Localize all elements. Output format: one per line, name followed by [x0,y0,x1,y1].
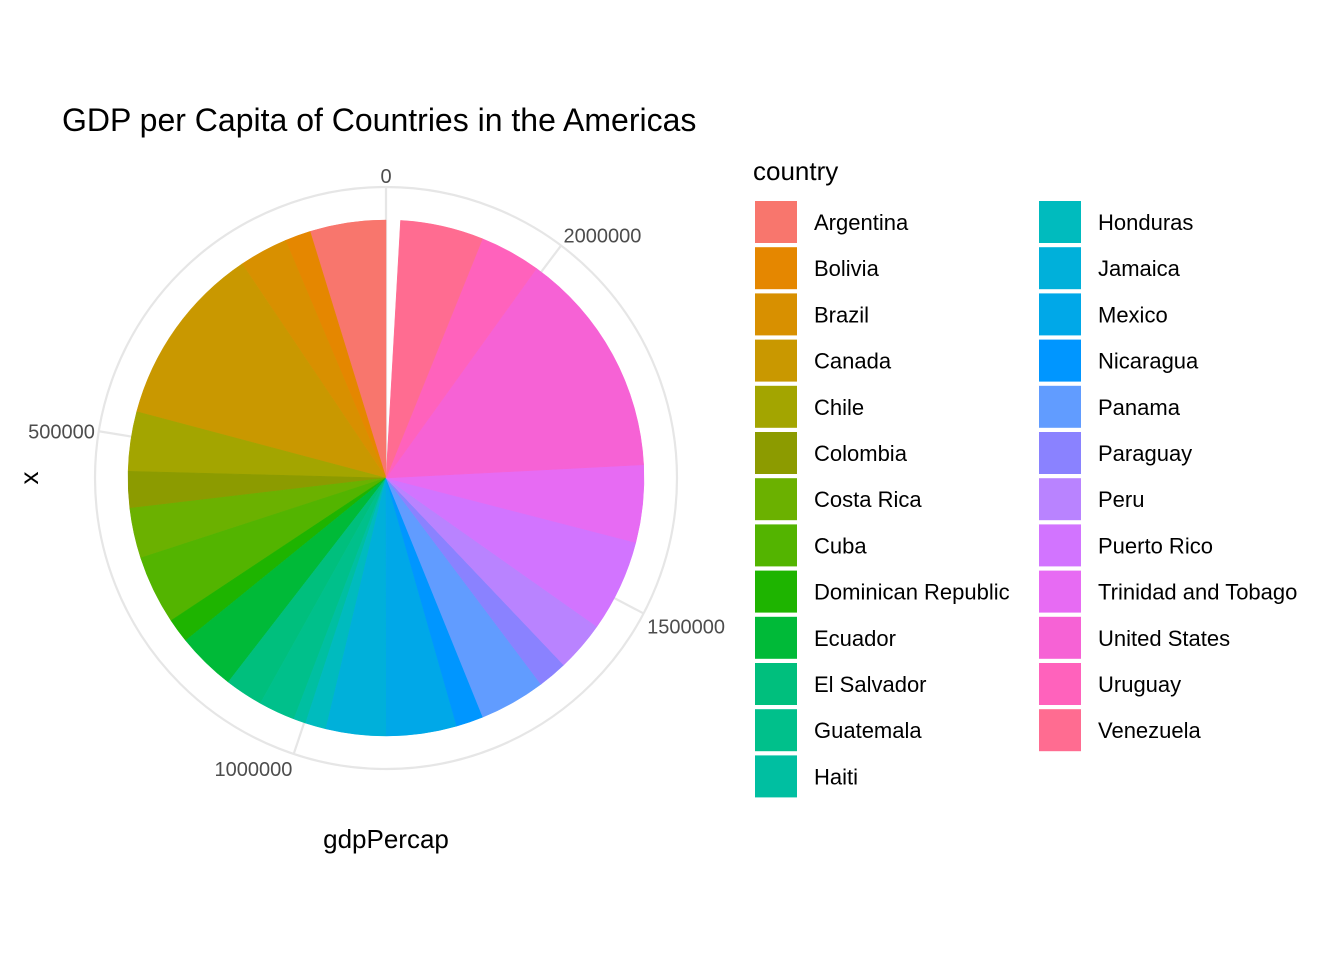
legend-label: Chile [814,395,864,420]
legend-swatch [755,247,797,290]
legend-label: Argentina [814,210,909,235]
legend-label: Puerto Rico [1098,533,1213,558]
legend-item: Peru [1039,478,1144,521]
legend-label: Nicaragua [1098,349,1199,374]
y-axis-title: gdpPercap [323,824,449,854]
pie-slice-canada [136,263,387,479]
legend-label: Panama [1098,395,1181,420]
legend-swatch [755,478,797,521]
legend-item: Costa Rica [755,478,922,521]
legend-swatch [1039,616,1081,659]
legend-swatch [755,293,797,336]
legend-item: Bolivia [755,247,880,290]
legend-label: Haiti [814,764,858,789]
legend-swatch [1039,709,1081,752]
legend-label: Venezuela [1098,718,1202,743]
legend-item: Mexico [1039,293,1168,336]
legend-swatch [755,524,797,567]
legend-swatch [755,432,797,474]
legend-swatch [755,201,797,243]
legend-swatch [755,385,797,428]
legend-label: Uruguay [1098,672,1181,697]
legend-item: United States [1039,616,1230,659]
theta-tick-labels: 0 500000 1000000 1500000 2000000 [28,166,725,781]
legend-item: Cuba [755,524,867,567]
legend-swatch [1039,247,1081,290]
legend-label: Costa Rica [814,487,922,512]
legend-label: Honduras [1098,210,1193,235]
legend-item: Paraguay [1039,432,1192,474]
legend-label: Bolivia [814,256,880,281]
legend-swatch [1039,524,1081,567]
legend-label: El Salvador [814,672,927,697]
theta-tick-label: 0 [380,166,391,188]
legend-item: Puerto Rico [1039,524,1213,567]
legend-item: Jamaica [1039,247,1181,290]
legend-item: Panama [1039,385,1181,428]
legend-label: Ecuador [814,626,896,651]
legend-item: Ecuador [755,616,896,659]
legend-label: Guatemala [814,718,922,743]
legend-label: United States [1098,626,1230,651]
legend-label: Trinidad and Tobago [1098,580,1297,605]
legend-item: Haiti [755,755,858,798]
pie-slice-united-states [385,268,644,479]
legend-swatch [1039,432,1081,474]
legend-item: Brazil [755,293,869,336]
legend-item: Uruguay [1039,663,1181,705]
legend-label: Paraguay [1098,441,1192,466]
legend-item: Colombia [755,432,908,474]
legend-swatch [1039,293,1081,336]
x-axis-title: x [14,472,44,485]
chart-title: GDP per Capita of Countries in the Ameri… [62,102,696,138]
pie-slice-venezuela [385,220,483,479]
legend-swatch [1039,385,1081,428]
legend-label: Canada [814,349,892,374]
legend-swatch [1039,663,1081,705]
legend-item: El Salvador [755,663,927,705]
legend-label: Jamaica [1098,256,1181,281]
legend-swatch [1039,201,1081,243]
legend-swatch [755,616,797,659]
theta-tick-label: 1500000 [647,616,725,638]
legend-item: Dominican Republic [755,570,1010,613]
legend-swatch [1039,570,1081,613]
legend-item: Chile [755,385,864,428]
legend-item: Argentina [755,201,909,243]
legend-item: Trinidad and Tobago [1039,570,1297,613]
legend-swatch [755,339,797,382]
legend-label: Peru [1098,487,1144,512]
theta-tick-label: 500000 [28,422,95,444]
legend: Argentina Bolivia Brazil Canada Chile Colombi… [755,201,1297,798]
legend-swatch [755,570,797,613]
legend-swatch [1039,339,1081,382]
legend-item: Honduras [1039,201,1193,243]
legend-swatch [755,755,797,798]
pie-slices [127,219,645,737]
theta-tick-label: 2000000 [563,225,641,247]
legend-swatch [1039,478,1081,521]
legend-label: Colombia [814,441,908,466]
legend-swatch [755,709,797,752]
legend-label: Cuba [814,533,867,558]
legend-item: Guatemala [755,709,922,752]
legend-swatch [755,663,797,705]
theta-tick-label: 1000000 [215,759,293,781]
legend-title: country [753,156,838,186]
legend-item: Venezuela [1039,709,1202,752]
legend-label: Dominican Republic [814,580,1010,605]
legend-item: Canada [755,339,892,382]
legend-label: Mexico [1098,302,1168,327]
legend-item: Nicaragua [1039,339,1199,382]
legend-label: Brazil [814,302,869,327]
